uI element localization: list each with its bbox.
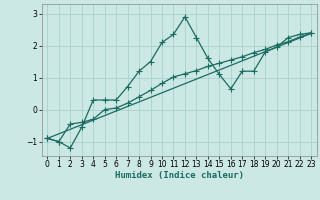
X-axis label: Humidex (Indice chaleur): Humidex (Indice chaleur) (115, 171, 244, 180)
